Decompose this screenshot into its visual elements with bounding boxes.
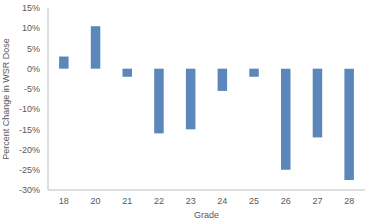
svg-text:Grade: Grade (194, 210, 219, 220)
svg-text:22: 22 (154, 196, 164, 206)
svg-text:-10%: -10% (19, 104, 40, 114)
svg-text:-20%: -20% (19, 145, 40, 155)
svg-text:28: 28 (344, 196, 354, 206)
svg-text:23: 23 (186, 196, 196, 206)
svg-text:10%: 10% (22, 23, 40, 33)
svg-text:21: 21 (122, 196, 132, 206)
svg-text:24: 24 (217, 196, 227, 206)
svg-text:-30%: -30% (19, 185, 40, 195)
svg-text:20: 20 (91, 196, 101, 206)
svg-text:-25%: -25% (19, 165, 40, 175)
svg-text:-5%: -5% (24, 84, 40, 94)
svg-text:15%: 15% (22, 3, 40, 13)
svg-text:18: 18 (59, 196, 69, 206)
svg-text:-15%: -15% (19, 125, 40, 135)
svg-text:26: 26 (281, 196, 291, 206)
svg-text:5%: 5% (27, 44, 40, 54)
svg-text:27: 27 (312, 196, 322, 206)
svg-text:0%: 0% (27, 64, 40, 74)
svg-text:25: 25 (249, 196, 259, 206)
svg-text:Percent Change in WSR Dose: Percent Change in WSR Dose (8, 38, 11, 160)
